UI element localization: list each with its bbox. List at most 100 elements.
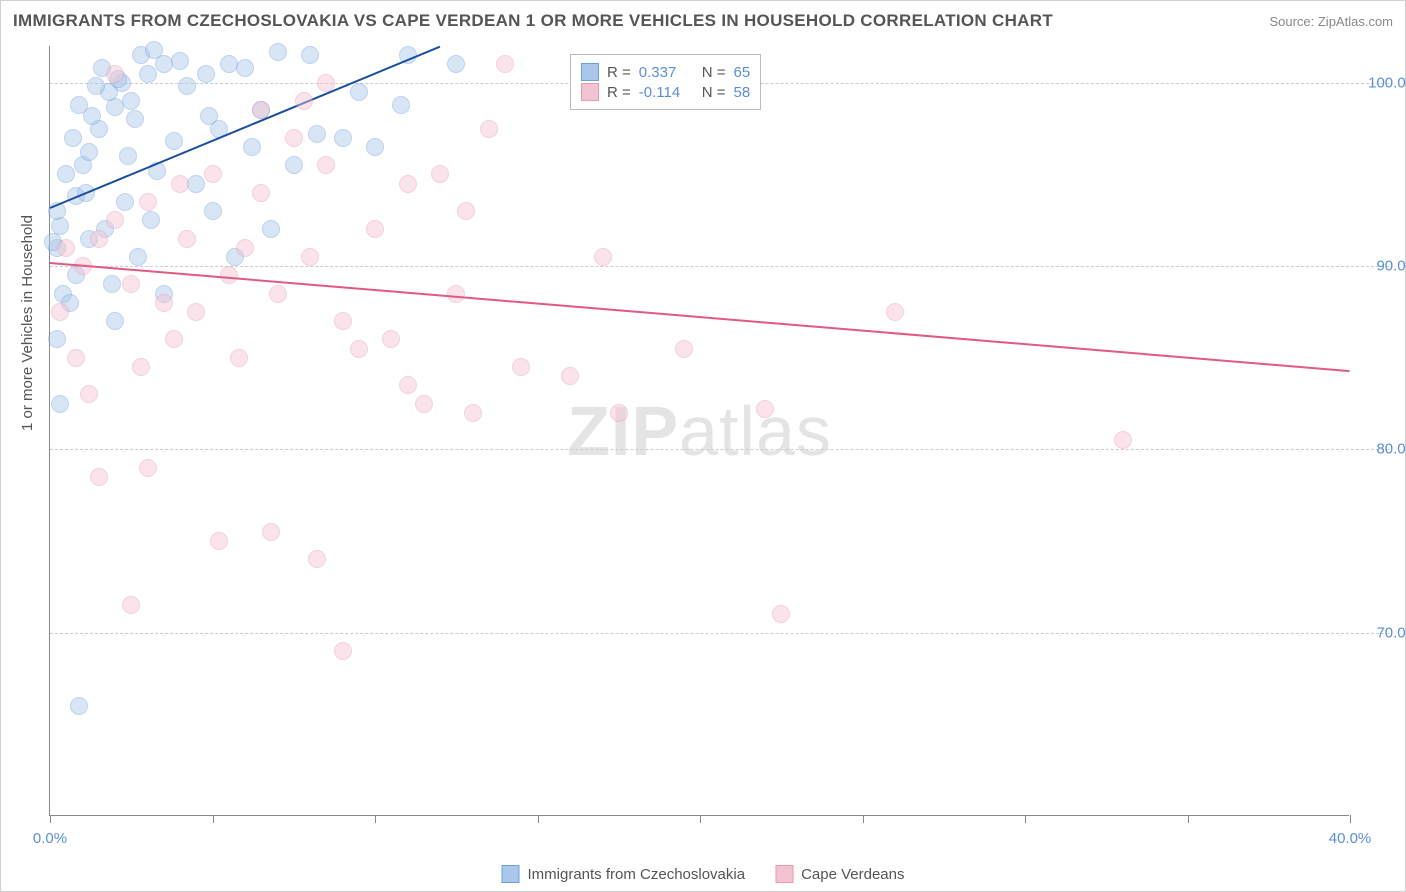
y-axis-title: 1 or more Vehicles in Household	[19, 215, 36, 431]
data-point-series1	[122, 92, 140, 110]
data-point-series2	[317, 74, 335, 92]
data-point-series1	[51, 395, 69, 413]
data-point-series1	[243, 138, 261, 156]
x-tick	[213, 815, 214, 823]
data-point-series1	[155, 55, 173, 73]
y-tick-label: 70.0%	[1376, 624, 1406, 641]
watermark: ZIPatlas	[567, 391, 832, 471]
data-point-series2	[171, 175, 189, 193]
data-point-series1	[285, 156, 303, 174]
data-point-series2	[415, 395, 433, 413]
data-point-series1	[301, 46, 319, 64]
data-point-series2	[317, 156, 335, 174]
data-point-series2	[122, 275, 140, 293]
data-point-series2	[366, 220, 384, 238]
legend-label-series1: Immigrants from Czechoslovakia	[528, 866, 746, 883]
stats-legend: R =0.337N =65R =-0.114N =58	[570, 54, 761, 110]
data-point-series1	[142, 211, 160, 229]
plot-area: ZIPatlas 70.0%80.0%90.0%100.0%0.0%40.0%R…	[49, 46, 1349, 816]
data-point-series1	[200, 107, 218, 125]
data-point-series2	[399, 376, 417, 394]
gridline	[50, 633, 1389, 634]
data-point-series2	[295, 92, 313, 110]
data-point-series2	[301, 248, 319, 266]
x-tick	[700, 815, 701, 823]
data-point-series2	[178, 230, 196, 248]
data-point-series1	[350, 83, 368, 101]
data-point-series2	[480, 120, 498, 138]
data-point-series2	[512, 358, 530, 376]
data-point-series2	[457, 202, 475, 220]
x-tick	[1350, 815, 1351, 823]
data-point-series1	[187, 175, 205, 193]
data-point-series1	[262, 220, 280, 238]
data-point-series1	[197, 65, 215, 83]
data-point-series2	[252, 184, 270, 202]
data-point-series2	[204, 165, 222, 183]
data-point-series2	[106, 211, 124, 229]
data-point-series2	[447, 285, 465, 303]
y-tick-label: 100.0%	[1368, 74, 1406, 91]
data-point-series1	[447, 55, 465, 73]
title-bar: IMMIGRANTS FROM CZECHOSLOVAKIA VS CAPE V…	[13, 11, 1393, 31]
gridline	[50, 449, 1389, 450]
data-point-series1	[103, 275, 121, 293]
x-tick-label: 40.0%	[1329, 830, 1372, 847]
data-point-series1	[80, 143, 98, 161]
chart-container: IMMIGRANTS FROM CZECHOSLOVAKIA VS CAPE V…	[0, 0, 1406, 892]
data-point-series2	[165, 330, 183, 348]
data-point-series2	[399, 175, 417, 193]
stats-row-series2: R =-0.114N =58	[581, 83, 750, 101]
R-label: R =	[607, 64, 631, 81]
data-point-series1	[57, 165, 75, 183]
data-point-series2	[132, 358, 150, 376]
x-tick-label: 0.0%	[33, 830, 67, 847]
data-point-series1	[116, 193, 134, 211]
data-point-series1	[392, 96, 410, 114]
data-point-series2	[334, 312, 352, 330]
N-label: N =	[702, 84, 726, 101]
data-point-series2	[252, 101, 270, 119]
x-tick	[538, 815, 539, 823]
gridline	[50, 266, 1389, 267]
data-point-series2	[106, 65, 124, 83]
data-point-series1	[334, 129, 352, 147]
data-point-series2	[594, 248, 612, 266]
R-value: 0.337	[639, 64, 694, 81]
bottom-legend: Immigrants from Czechoslovakia Cape Verd…	[502, 865, 905, 883]
data-point-series1	[220, 55, 238, 73]
x-tick	[50, 815, 51, 823]
stats-swatch	[581, 63, 599, 81]
y-tick-label: 90.0%	[1376, 258, 1406, 275]
data-point-series2	[308, 550, 326, 568]
data-point-series1	[87, 77, 105, 95]
legend-item-series2: Cape Verdeans	[775, 865, 904, 883]
data-point-series2	[51, 303, 69, 321]
data-point-series2	[610, 404, 628, 422]
data-point-series2	[350, 340, 368, 358]
data-point-series2	[772, 605, 790, 623]
data-point-series2	[220, 266, 238, 284]
data-point-series2	[139, 193, 157, 211]
y-tick-label: 80.0%	[1376, 441, 1406, 458]
data-point-series2	[122, 596, 140, 614]
data-point-series2	[139, 459, 157, 477]
data-point-series2	[464, 404, 482, 422]
data-point-series1	[70, 96, 88, 114]
source-label: Source: ZipAtlas.com	[1269, 14, 1393, 29]
data-point-series2	[886, 303, 904, 321]
data-point-series1	[145, 41, 163, 59]
data-point-series2	[285, 129, 303, 147]
data-point-series1	[165, 132, 183, 150]
data-point-series2	[756, 400, 774, 418]
N-label: N =	[702, 64, 726, 81]
data-point-series2	[80, 385, 98, 403]
data-point-series1	[139, 65, 157, 83]
data-point-series2	[90, 468, 108, 486]
data-point-series2	[431, 165, 449, 183]
data-point-series2	[236, 239, 254, 257]
data-point-series1	[126, 110, 144, 128]
data-point-series1	[236, 59, 254, 77]
swatch-series2	[775, 865, 793, 883]
data-point-series2	[1114, 431, 1132, 449]
